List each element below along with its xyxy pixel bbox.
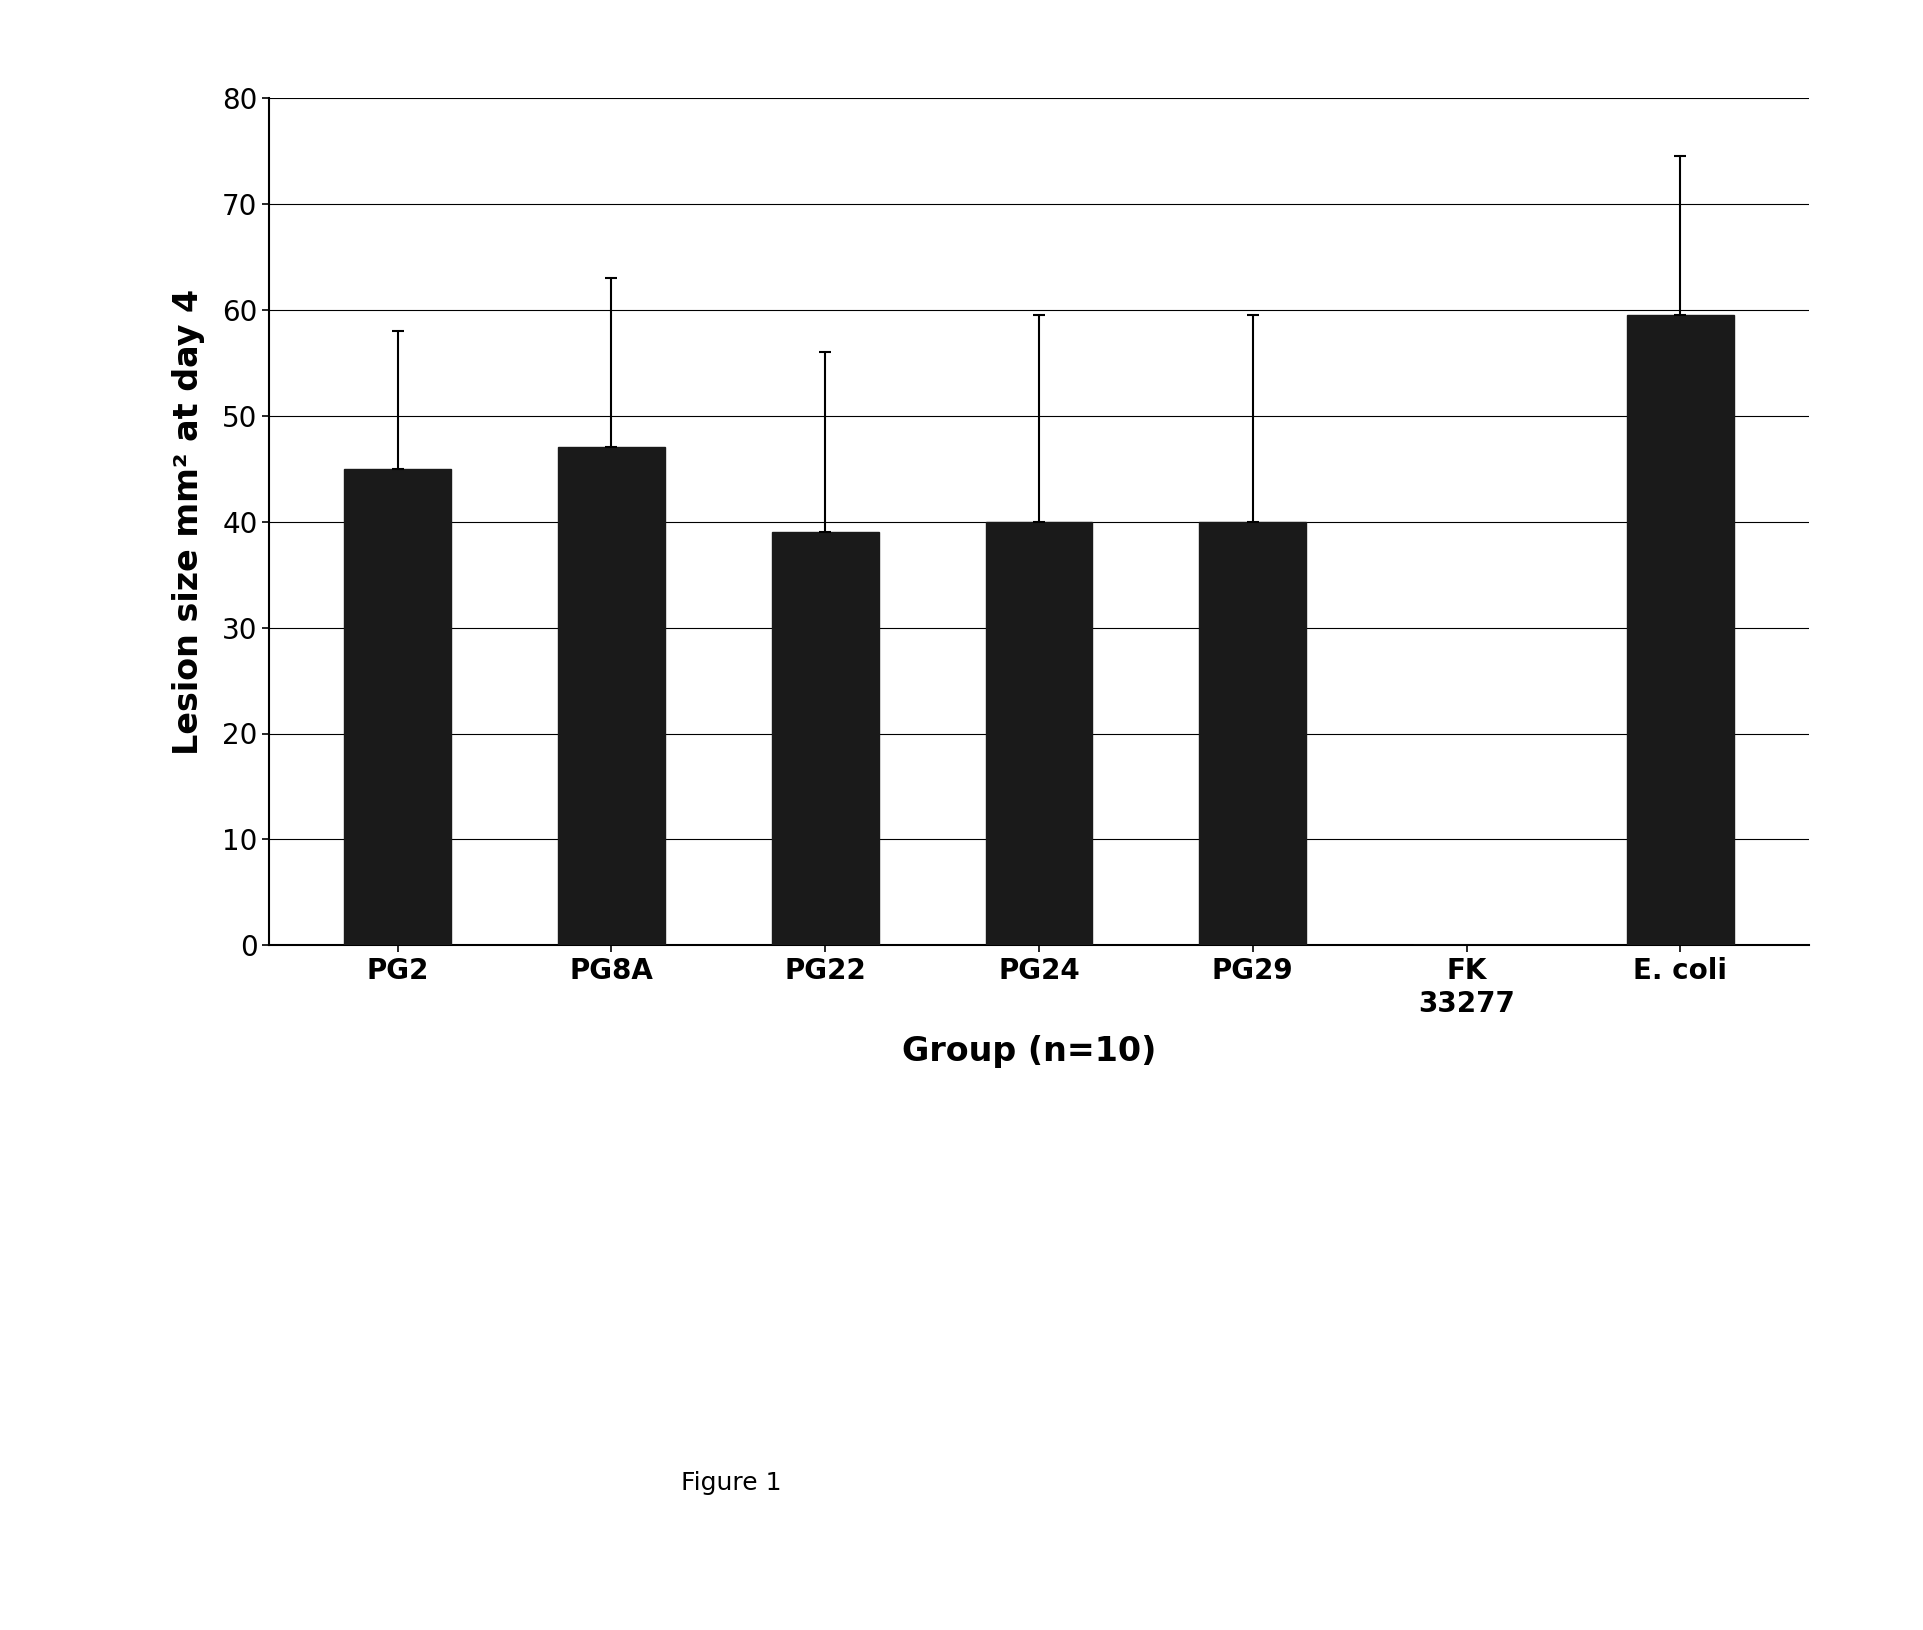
Text: Group (n=10): Group (n=10) <box>902 1035 1156 1068</box>
Y-axis label: Lesion size mm² at day 4: Lesion size mm² at day 4 <box>173 289 206 755</box>
Bar <box>985 522 1092 945</box>
Bar <box>771 531 879 945</box>
Text: Figure 1: Figure 1 <box>681 1472 781 1495</box>
Bar <box>1627 315 1733 945</box>
Bar <box>344 469 450 945</box>
Bar <box>558 447 665 945</box>
Bar <box>1198 522 1306 945</box>
